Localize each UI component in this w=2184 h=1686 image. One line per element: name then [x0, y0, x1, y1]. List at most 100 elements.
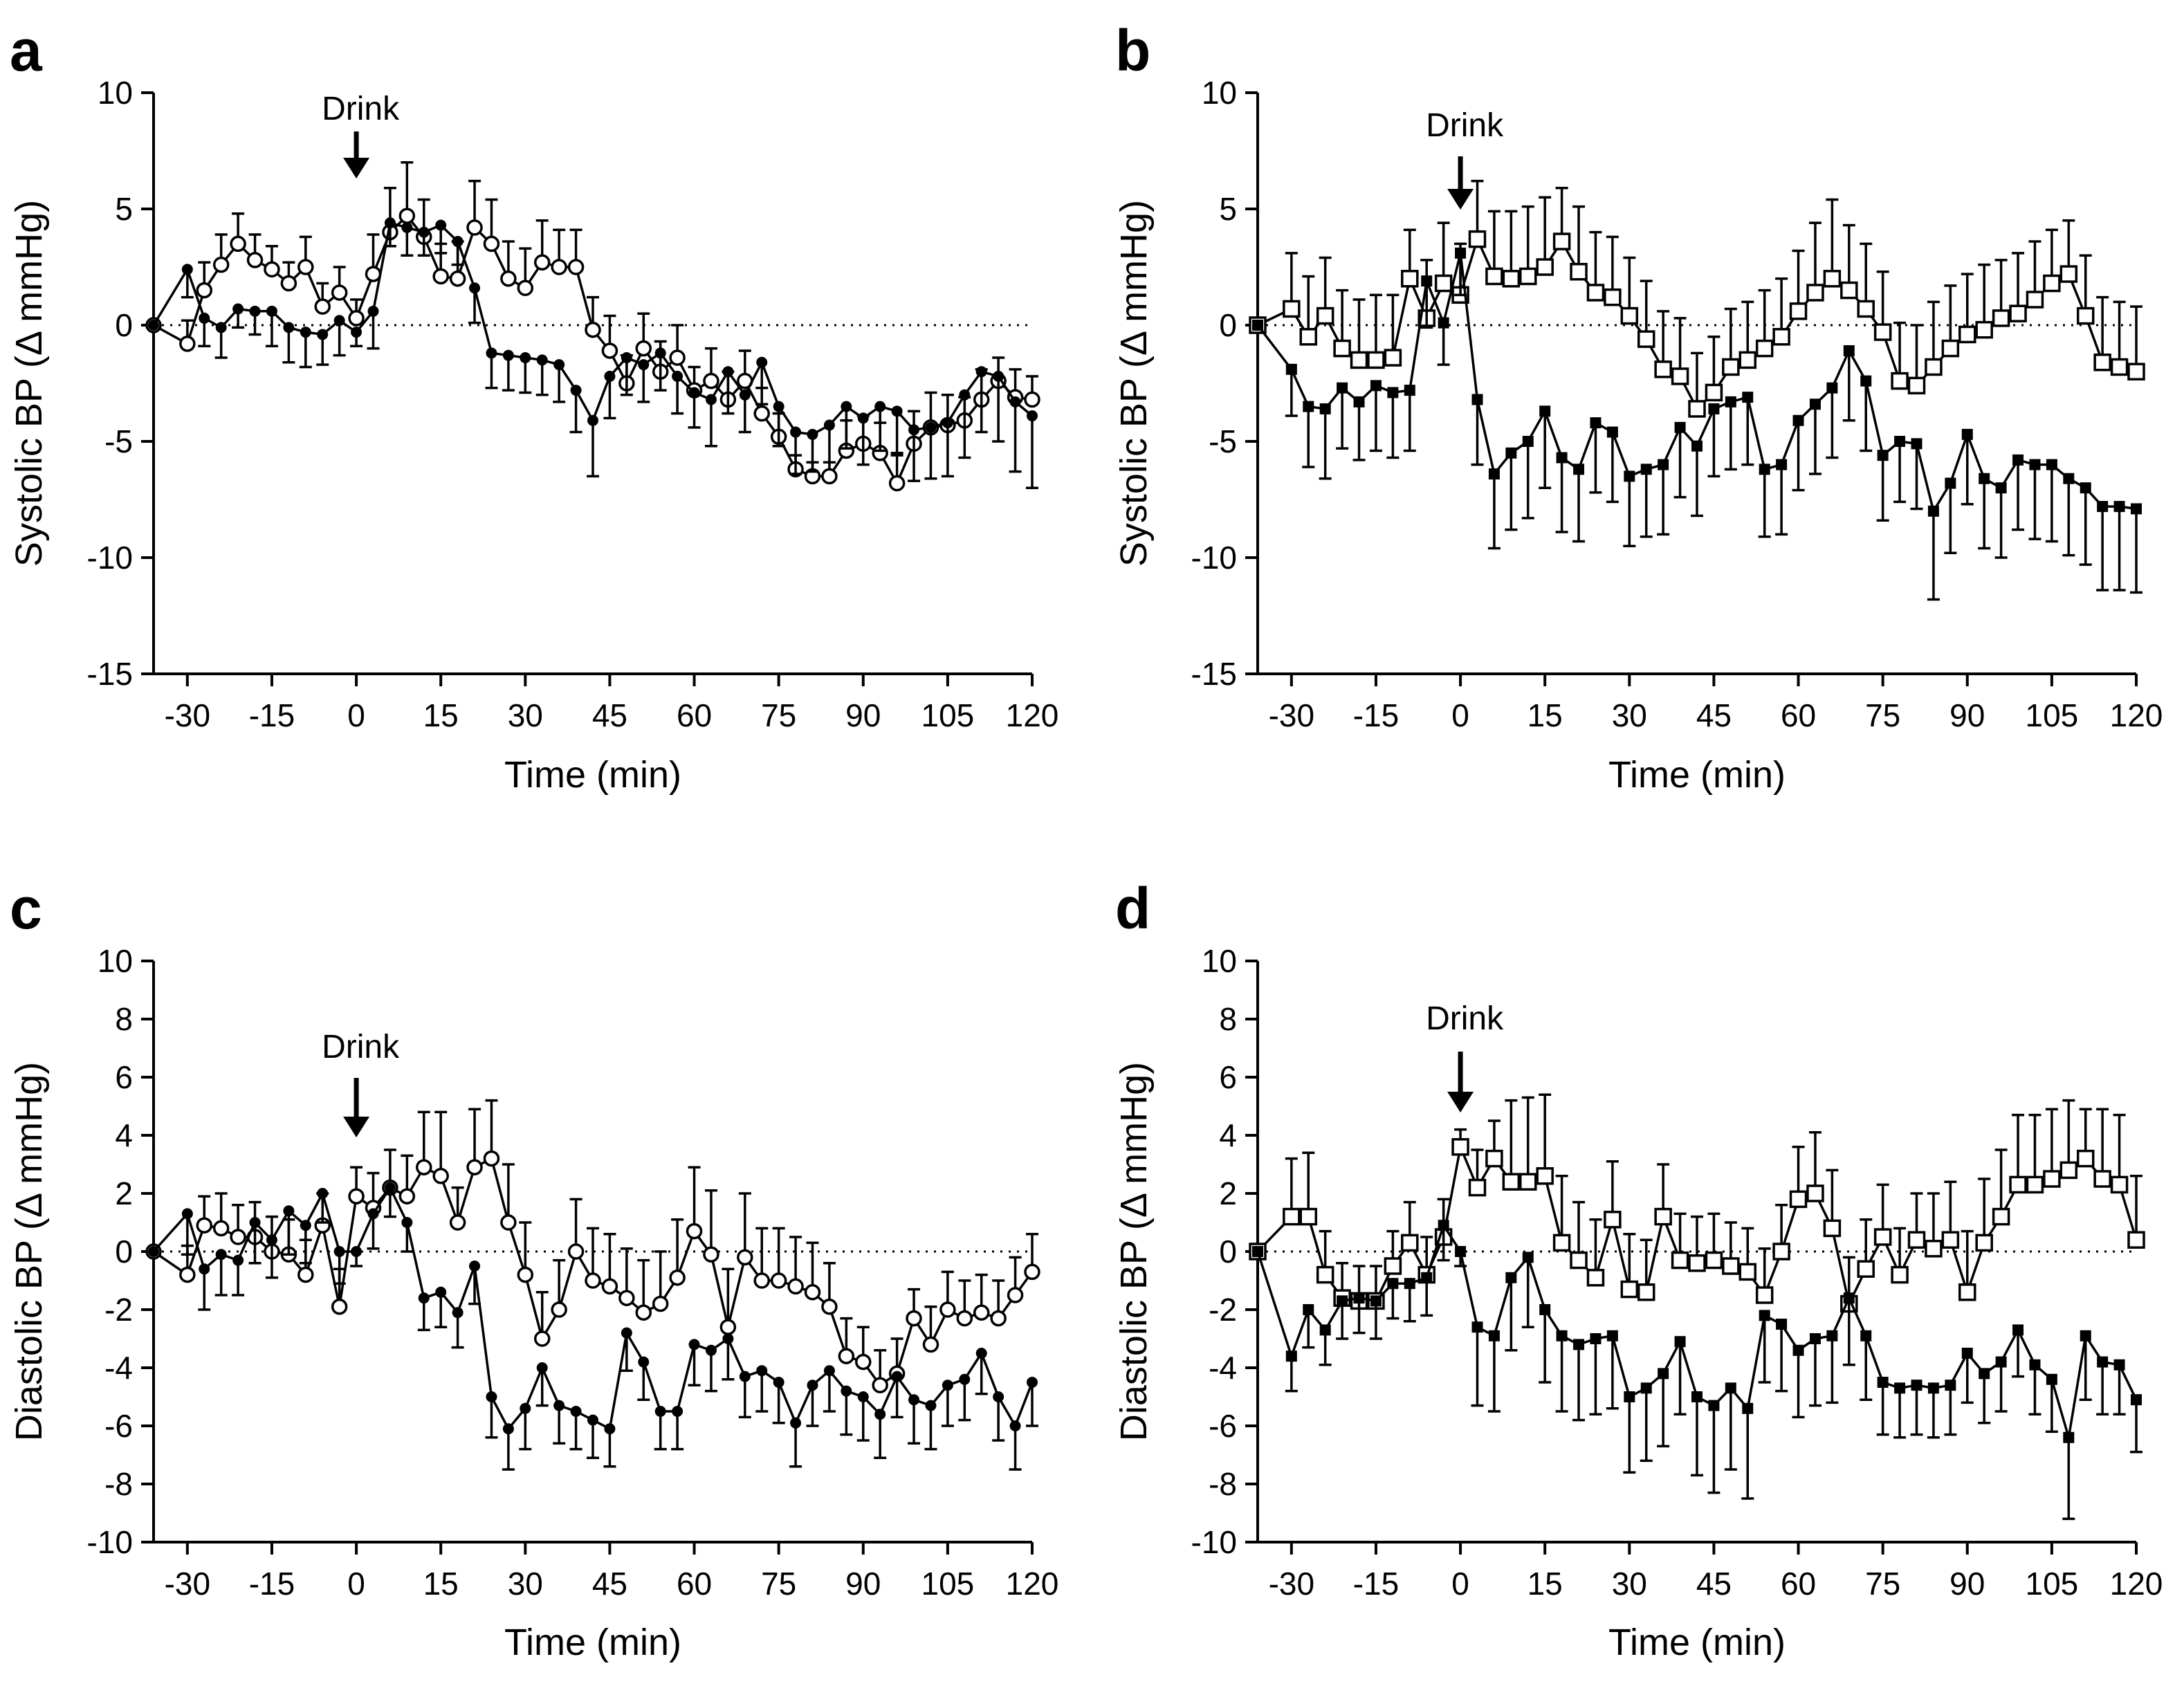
data-point — [1640, 1382, 1652, 1394]
data-point — [1907, 1231, 1926, 1249]
y-tick-label: -10 — [1191, 1524, 1237, 1560]
data-point — [756, 1365, 768, 1377]
data-point — [1624, 470, 1635, 482]
x-tick-label: -30 — [165, 1566, 210, 1602]
data-point — [1671, 367, 1689, 385]
data-point — [230, 235, 246, 253]
data-point — [1860, 375, 1872, 387]
data-point — [1252, 1246, 1263, 1257]
data-point — [1573, 1339, 1585, 1350]
data-point — [1488, 1330, 1500, 1341]
data-point — [739, 389, 751, 401]
data-point — [1401, 1234, 1419, 1252]
data-point — [1975, 1234, 1993, 1252]
data-point — [435, 219, 447, 231]
data-point — [1809, 398, 1821, 410]
data-point — [333, 1246, 345, 1257]
data-point — [520, 1402, 531, 1414]
x-axis-title: Time (min) — [1608, 754, 1786, 796]
data-point — [975, 366, 987, 378]
data-point — [466, 219, 483, 236]
data-point — [1860, 1330, 1872, 1341]
arrow-head — [343, 158, 370, 178]
data-point — [483, 235, 500, 253]
data-point — [333, 315, 345, 327]
data-point — [2080, 482, 2091, 494]
data-point — [1590, 417, 1602, 429]
data-point — [1725, 1382, 1736, 1394]
data-point — [551, 1301, 567, 1318]
x-tick-label: 105 — [2026, 1566, 2079, 1602]
data-point — [638, 1356, 650, 1368]
data-point — [1877, 450, 1889, 461]
data-point — [959, 389, 971, 401]
data-point — [1674, 421, 1686, 433]
data-point — [1708, 1400, 1720, 1411]
data-point — [1353, 396, 1365, 407]
y-tick-label: 8 — [115, 1001, 133, 1037]
data-point — [567, 259, 585, 275]
data-point — [1285, 363, 1297, 375]
data-point — [1658, 1368, 1669, 1380]
data-point — [1925, 358, 1943, 376]
data-point — [756, 356, 768, 368]
data-point — [1792, 414, 1804, 426]
data-point — [787, 1278, 804, 1295]
x-tick-label: 120 — [2110, 1566, 2163, 1602]
data-point — [2097, 501, 2109, 513]
x-tick-label: 60 — [1781, 1566, 1816, 1602]
data-point — [2093, 1170, 2111, 1188]
data-point — [601, 1278, 618, 1295]
x-tick-label: 45 — [1696, 697, 1732, 733]
y-tick-label: 6 — [115, 1059, 133, 1095]
data-point — [672, 1406, 683, 1417]
data-point — [1387, 387, 1399, 398]
data-point — [314, 298, 331, 315]
data-point — [1387, 1278, 1399, 1290]
y-axis-title: Diastolic BP (Δ mmHg) — [8, 1062, 50, 1441]
data-point — [585, 1272, 601, 1289]
data-point — [823, 1365, 835, 1377]
y-tick-label: -4 — [104, 1350, 133, 1386]
y-tick-label: 10 — [98, 943, 133, 979]
data-point — [1519, 1173, 1537, 1191]
x-tick-label: 120 — [2110, 697, 2163, 733]
data-point — [418, 1292, 430, 1304]
data-point — [1925, 1240, 1943, 1258]
data-point — [1722, 1257, 1740, 1275]
series-line — [152, 1186, 1034, 1430]
down-arrow-icon — [343, 131, 370, 178]
data-point — [1590, 1333, 1602, 1344]
data-point — [1674, 1336, 1686, 1348]
data-point — [2113, 501, 2125, 513]
data-point — [942, 417, 953, 429]
data-point — [1570, 262, 1588, 281]
x-tick-label: 75 — [1865, 697, 1900, 733]
data-point — [1350, 351, 1368, 369]
data-point — [703, 372, 719, 390]
data-point — [1927, 1382, 1939, 1394]
data-point — [1337, 382, 1348, 394]
x-tick-label: -15 — [249, 697, 295, 733]
x-tick-label: 60 — [1781, 697, 1816, 733]
data-point — [1353, 1292, 1365, 1304]
y-tick-label: 0 — [1219, 1234, 1237, 1270]
data-point — [737, 1249, 753, 1266]
data-point — [1772, 328, 1790, 346]
data-point — [872, 1377, 888, 1393]
data-point — [1283, 1207, 1301, 1226]
y-tick-label: 0 — [115, 1234, 133, 1270]
data-point — [2026, 291, 2044, 309]
data-point — [1894, 436, 1906, 447]
data-point — [773, 1377, 784, 1388]
data-point — [1738, 1263, 1757, 1281]
data-point — [1009, 1420, 1021, 1431]
data-point — [1519, 267, 1537, 286]
x-tick-label: 105 — [921, 1566, 975, 1602]
data-point — [1742, 1402, 1754, 1414]
data-point — [1624, 1391, 1635, 1402]
data-point — [705, 1344, 717, 1356]
data-point — [1027, 410, 1038, 422]
data-point — [297, 1266, 314, 1283]
data-point — [483, 1150, 500, 1167]
